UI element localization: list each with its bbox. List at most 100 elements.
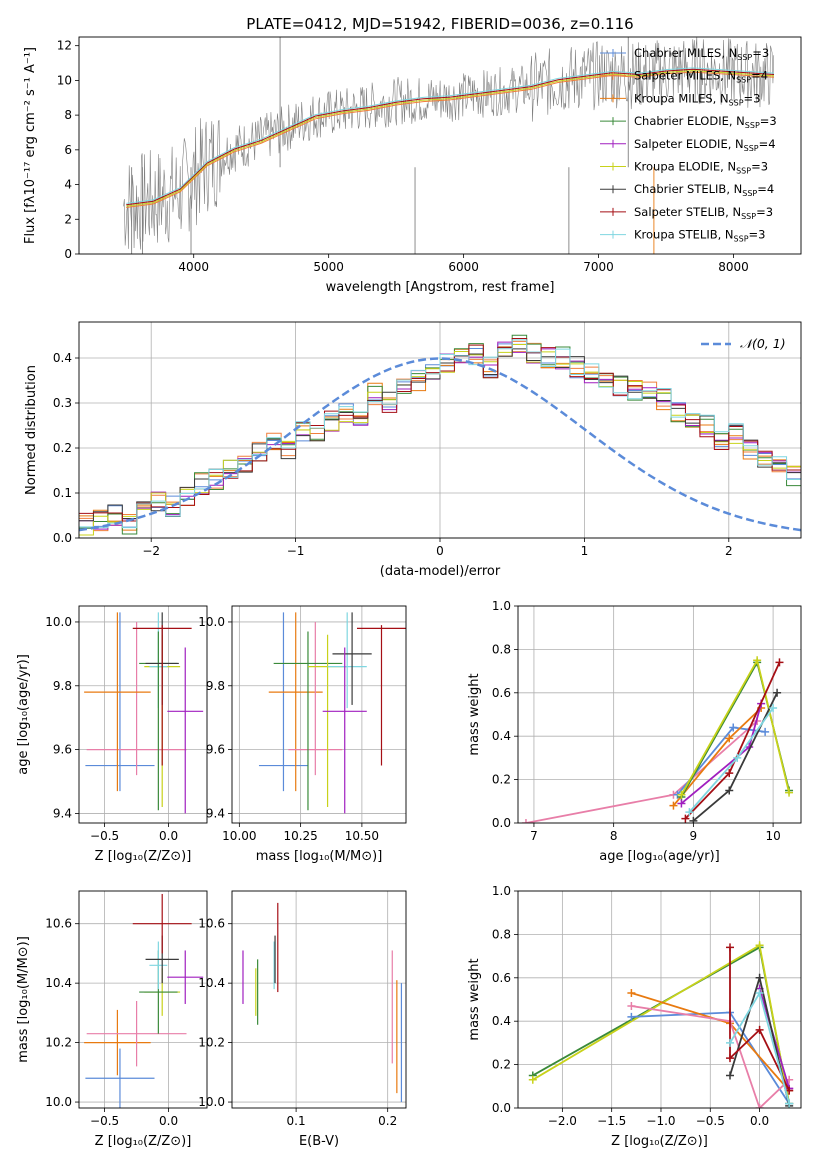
- x-axis-label: Z [log₁₀(Z/Z⊙)]: [95, 849, 192, 864]
- x-tick-label: 0.0: [750, 1114, 769, 1128]
- y-tick-label: 8: [64, 108, 72, 122]
- mass_vs_EBV-axes: 0.1 0.2 10.0 10.2 10.4 10.6 E(B-V): [198, 890, 407, 1149]
- legend-label: Chabrier ELODIE, NSSP=3: [634, 114, 777, 130]
- weight-marker: [681, 814, 690, 823]
- weight-line: [729, 947, 790, 1092]
- legend-label: Kroupa STELIB, NSSP=3: [634, 228, 765, 244]
- histogram-step: [79, 339, 801, 529]
- weight_vs_age-plot-area: [521, 656, 794, 823]
- weight-marker: [725, 734, 734, 743]
- weight-marker: [729, 723, 738, 732]
- weight-marker: [627, 988, 636, 997]
- weight-marker: [689, 816, 698, 823]
- x-axis-label: Z [log₁₀(Z/Z⊙)]: [95, 1134, 192, 1149]
- legend-label: Chabrier MILES, NSSP=3: [634, 46, 769, 62]
- legend-label: Kroupa MILES, NSSP=3: [634, 91, 760, 107]
- x-tick-label: 7: [530, 829, 538, 843]
- y-tick-label: 0.0: [492, 816, 511, 830]
- plot-frame: [78, 321, 802, 539]
- y-tick-label: 9.4: [206, 806, 225, 820]
- x-tick-label: 5000: [313, 260, 344, 274]
- x-tick-label: 10.00: [222, 829, 256, 843]
- y-tick-label: 10.0: [45, 1095, 72, 1109]
- x-tick-label: 10.50: [345, 829, 379, 843]
- x-axis-label: Z [log₁₀(Z/Z⊙)]: [611, 1134, 708, 1149]
- weight-marker: [773, 688, 782, 697]
- y-tick-label: 1.0: [492, 884, 511, 898]
- y-tick-label: 0.6: [492, 686, 511, 700]
- weight-marker: [725, 769, 734, 778]
- y-tick-label: 10.6: [45, 917, 72, 931]
- age_vs_Z-axes: −0.5 0.0 9.4 9.6 9.8 10.0 Z [log₁₀(Z/Z⊙)] age […: [16, 605, 208, 864]
- weight-line: [631, 1005, 790, 1108]
- weight-marker: [726, 1038, 735, 1047]
- x-tick-label: 0: [436, 544, 444, 558]
- x-axis-label: (data-model)/error: [380, 564, 501, 579]
- weight-marker: [726, 1054, 735, 1063]
- plot-frame: [517, 605, 802, 824]
- legend-label: 𝒩(0, 1): [740, 336, 786, 351]
- spectrum-model-line: [126, 70, 775, 207]
- y-tick-label: 0.8: [492, 642, 511, 656]
- weight_vs_Z-plot-area: [528, 941, 794, 1108]
- plot-layer: 4000 5000 6000 7000 8000024681012wavelength …: [16, 36, 802, 1149]
- weight-marker: [755, 973, 764, 982]
- weight_vs_Z-axes: −2.0 −1.5 −1.0 −0.5 0.0 0.0 0.2 0.4 0.6 0.8 1.0 Z […: [467, 884, 802, 1149]
- x-tick-label: 7000: [583, 260, 614, 274]
- plot-frame: [231, 605, 407, 824]
- y-axis-label: mass weight: [467, 958, 482, 1040]
- legend-label: Salpeter MILES, NSSP=4: [634, 69, 768, 85]
- y-tick-label: 0.2: [492, 1058, 511, 1072]
- y-tick-label: 9.4: [53, 806, 72, 820]
- y-axis-label: mass [log₁₀(M/M⊙)]: [16, 936, 31, 1063]
- legend-label: Chabrier STELIB, NSSP=4: [634, 182, 774, 198]
- y-axis-label: Normed distribution: [24, 365, 39, 495]
- y-tick-label: 10.2: [198, 1036, 225, 1050]
- mass_vs_EBV-plot-area: [242, 902, 403, 1103]
- weight-marker: [755, 1104, 764, 1108]
- hist-legend: 𝒩(0, 1): [701, 336, 786, 351]
- y-tick-label: 6: [64, 143, 72, 157]
- weight-marker: [755, 941, 764, 950]
- x-tick-label: −1: [287, 544, 305, 558]
- x-tick-label: 8000: [718, 260, 749, 274]
- y-tick-label: 9.6: [206, 743, 225, 757]
- plot-frame: [517, 890, 802, 1109]
- y-tick-label: 0.0: [492, 1101, 511, 1115]
- spectrum-plot-area: [123, 37, 775, 254]
- y-tick-label: 0.3: [53, 396, 72, 410]
- x-tick-label: −2.0: [548, 1114, 577, 1128]
- residual_hist-plot-area: [79, 334, 801, 536]
- mass_vs_Z-axes: −0.5 0.0 10.0 10.2 10.4 10.6 Z [log₁₀(Z/Z⊙)] ma…: [16, 890, 208, 1149]
- y-tick-label: 12: [57, 39, 72, 53]
- weight-marker: [521, 819, 530, 823]
- weight-marker: [528, 1075, 537, 1084]
- age_vs_mass-axes: 10.00 10.25 10.50 9.4 9.6 9.8 10.0 mass [log₁₀(…: [198, 605, 407, 864]
- x-tick-label: 9: [690, 829, 698, 843]
- x-tick-label: −0.5: [90, 1114, 119, 1128]
- spectrum-model-line: [126, 67, 775, 204]
- y-tick-label: 2: [64, 212, 72, 226]
- y-tick-label: 10.0: [45, 615, 72, 629]
- y-tick-label: 0.1: [53, 486, 72, 500]
- y-tick-label: 0.2: [53, 441, 72, 455]
- x-tick-label: −1.0: [646, 1114, 675, 1128]
- x-tick-label: 2: [725, 544, 733, 558]
- x-tick-label: 8: [610, 829, 618, 843]
- weight-marker: [775, 658, 784, 667]
- weight-marker: [785, 1099, 794, 1108]
- y-axis-label: Flux [fλ10⁻¹⁷ erg cm⁻² s⁻¹ A⁻¹]: [23, 47, 38, 244]
- x-tick-label: 1: [581, 544, 589, 558]
- y-tick-label: 10.0: [198, 615, 225, 629]
- mass_vs_Z-plot-area: [84, 893, 204, 1108]
- plot-frame: [78, 890, 208, 1109]
- y-tick-label: 0.8: [492, 927, 511, 941]
- x-axis-label: mass [log₁₀(M/M⊙)]: [256, 849, 383, 864]
- weight-marker: [755, 988, 764, 997]
- x-axis-label: wavelength [Angstrom, rest frame]: [326, 280, 555, 295]
- gaussian-curve: [79, 357, 801, 532]
- y-tick-label: 10.6: [198, 917, 225, 931]
- y-tick-label: 10.4: [45, 976, 72, 990]
- plot-frame: [78, 36, 802, 255]
- legend-label: Salpeter ELODIE, NSSP=4: [634, 137, 776, 153]
